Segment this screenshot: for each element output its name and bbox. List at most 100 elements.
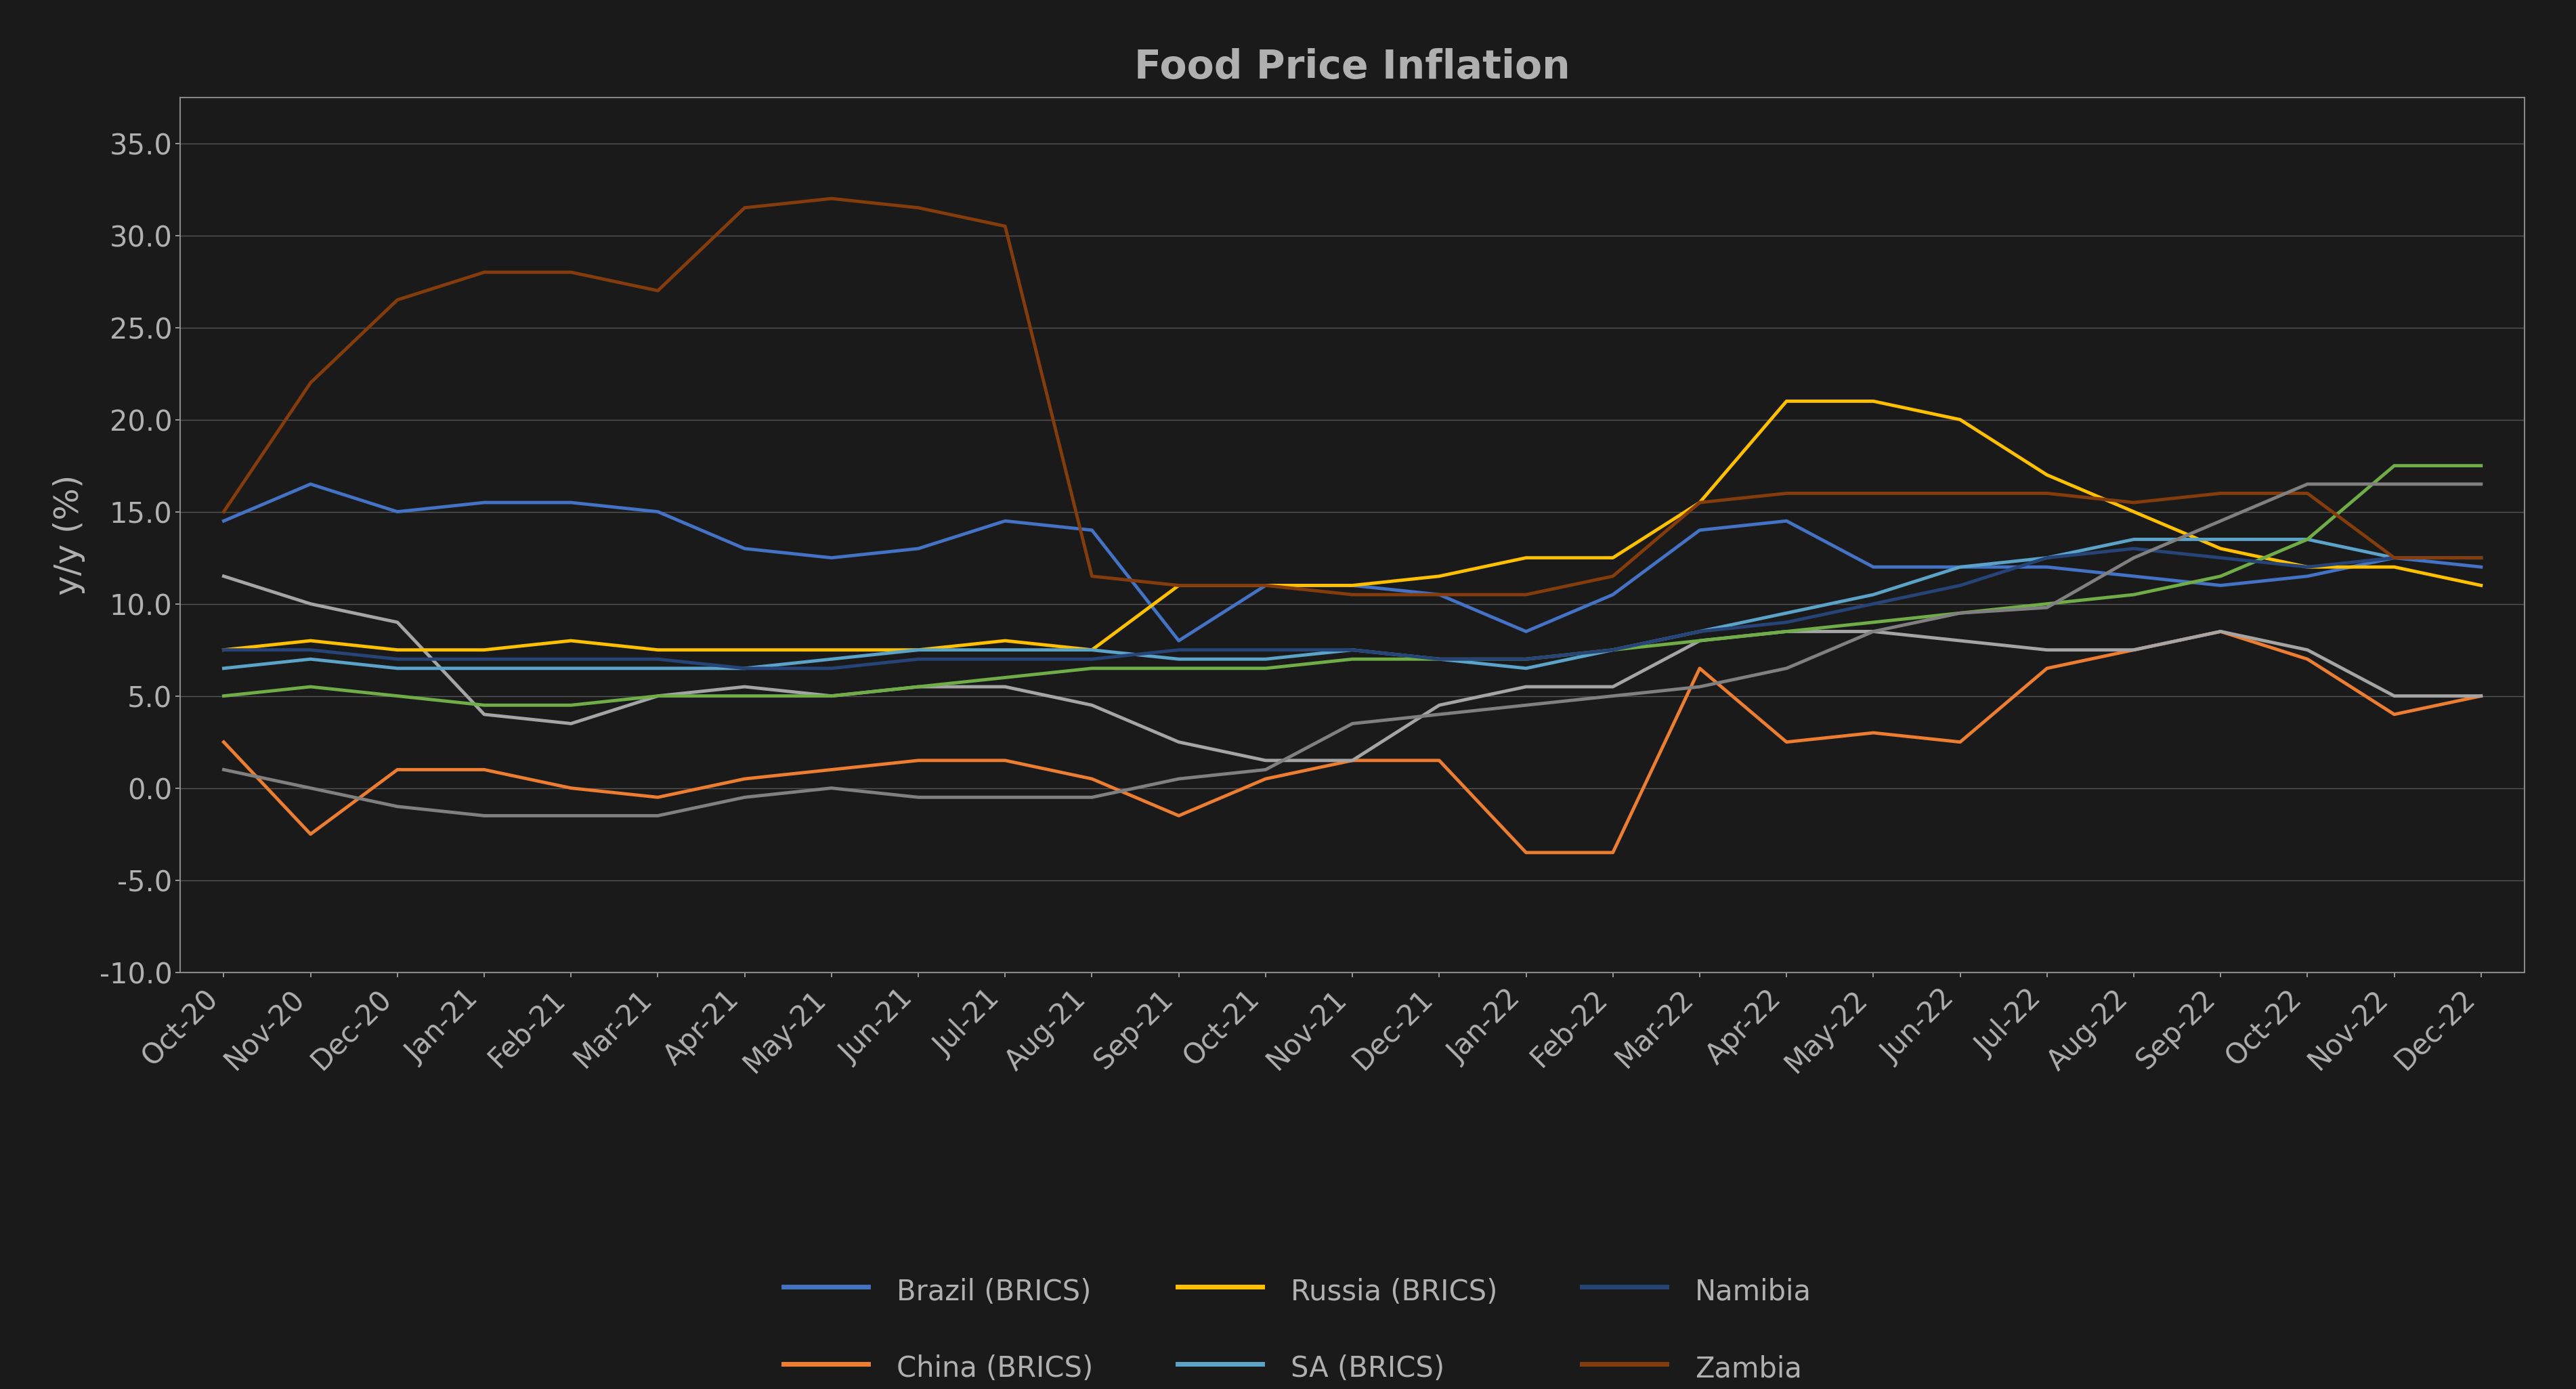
SA (BRICS) [1510, 660, 1540, 676]
Zambia [2117, 494, 2148, 511]
Zambia [817, 190, 848, 207]
Russia (BRICS) [817, 642, 848, 658]
Zambia [2032, 485, 2063, 501]
Zambia [1249, 576, 1280, 593]
SA (BRICS) [817, 651, 848, 668]
Namibia [209, 642, 240, 658]
Botswana [2117, 586, 2148, 603]
India (BRICS) [1857, 624, 1888, 640]
India (BRICS) [1945, 632, 1976, 649]
Brazil (BRICS) [641, 503, 672, 519]
Russia (BRICS) [641, 642, 672, 658]
Botswana [989, 669, 1020, 686]
United Kingdom [817, 779, 848, 796]
China (BRICS) [556, 779, 587, 796]
Brazil (BRICS) [2032, 558, 2063, 575]
China (BRICS) [469, 761, 500, 778]
Botswana [381, 688, 412, 704]
China (BRICS) [1945, 733, 1976, 750]
SA (BRICS) [556, 660, 587, 676]
SA (BRICS) [1945, 558, 1976, 575]
Botswana [729, 688, 760, 704]
China (BRICS) [1249, 771, 1280, 788]
Namibia [1425, 651, 1455, 668]
Botswana [1249, 660, 1280, 676]
Brazil (BRICS) [381, 503, 412, 519]
Russia (BRICS) [2032, 467, 2063, 483]
Brazil (BRICS) [1164, 632, 1195, 649]
Botswana [1945, 604, 1976, 621]
United Kingdom [1597, 688, 1628, 704]
India (BRICS) [556, 715, 587, 732]
China (BRICS) [381, 761, 412, 778]
Botswana [1077, 660, 1108, 676]
China (BRICS) [209, 733, 240, 750]
Russia (BRICS) [1945, 411, 1976, 428]
India (BRICS) [2205, 624, 2236, 640]
China (BRICS) [817, 761, 848, 778]
Russia (BRICS) [1772, 393, 1803, 410]
Botswana [1164, 660, 1195, 676]
Brazil (BRICS) [1945, 558, 1976, 575]
Botswana [2205, 568, 2236, 585]
China (BRICS) [2465, 688, 2496, 704]
China (BRICS) [1510, 845, 1540, 861]
Brazil (BRICS) [1425, 586, 1455, 603]
India (BRICS) [1597, 678, 1628, 694]
United Kingdom [1077, 789, 1108, 806]
Russia (BRICS) [1249, 576, 1280, 593]
SA (BRICS) [729, 660, 760, 676]
Namibia [729, 660, 760, 676]
Namibia [2032, 550, 2063, 567]
Botswana [2293, 531, 2324, 547]
Botswana [1337, 651, 1368, 668]
SA (BRICS) [2032, 550, 2063, 567]
Zambia [2205, 485, 2236, 501]
Brazil (BRICS) [817, 550, 848, 567]
SA (BRICS) [1425, 651, 1455, 668]
United Kingdom [1425, 706, 1455, 722]
Namibia [1164, 642, 1195, 658]
SA (BRICS) [2378, 550, 2409, 567]
Russia (BRICS) [729, 642, 760, 658]
Namibia [1772, 614, 1803, 631]
Zambia [989, 218, 1020, 235]
Zambia [1425, 586, 1455, 603]
Line: SA (BRICS): SA (BRICS) [224, 539, 2481, 668]
United Kingdom [1337, 715, 1368, 732]
Botswana [902, 678, 933, 694]
China (BRICS) [989, 751, 1020, 768]
United Kingdom [2032, 599, 2063, 615]
India (BRICS) [729, 678, 760, 694]
China (BRICS) [2117, 642, 2148, 658]
India (BRICS) [381, 614, 412, 631]
Russia (BRICS) [296, 632, 327, 649]
Russia (BRICS) [2117, 503, 2148, 519]
Botswana [817, 688, 848, 704]
Zambia [641, 282, 672, 299]
SA (BRICS) [1857, 586, 1888, 603]
SA (BRICS) [296, 651, 327, 668]
India (BRICS) [2293, 642, 2324, 658]
Botswana [1857, 614, 1888, 631]
Brazil (BRICS) [1077, 522, 1108, 539]
SA (BRICS) [902, 642, 933, 658]
Zambia [2293, 485, 2324, 501]
SA (BRICS) [1249, 651, 1280, 668]
United Kingdom [1772, 660, 1803, 676]
Namibia [902, 651, 933, 668]
Zambia [1772, 485, 1803, 501]
Russia (BRICS) [556, 632, 587, 649]
Russia (BRICS) [2378, 558, 2409, 575]
Botswana [2465, 457, 2496, 474]
Brazil (BRICS) [1597, 586, 1628, 603]
Line: United Kingdom: United Kingdom [224, 485, 2481, 815]
Russia (BRICS) [1685, 494, 1716, 511]
Brazil (BRICS) [1249, 576, 1280, 593]
Botswana [1772, 624, 1803, 640]
Line: China (BRICS): China (BRICS) [224, 632, 2481, 853]
China (BRICS) [902, 751, 933, 768]
Namibia [641, 651, 672, 668]
China (BRICS) [1597, 845, 1628, 861]
Namibia [989, 651, 1020, 668]
